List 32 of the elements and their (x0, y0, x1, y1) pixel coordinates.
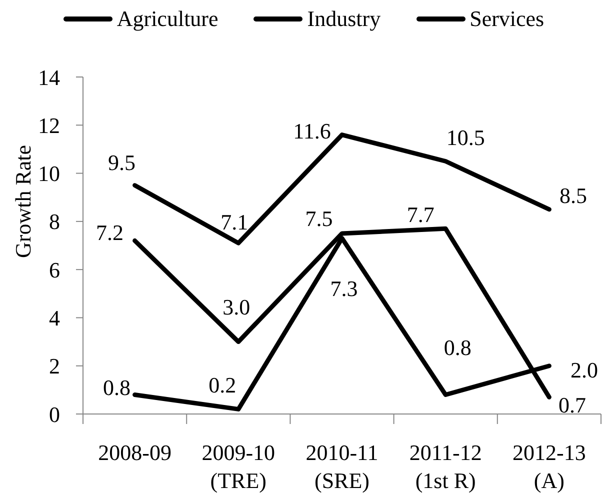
x-tick-label: 2011-12 (1st R) (409, 440, 482, 493)
data-label: 0.8 (103, 375, 131, 400)
data-label: 11.6 (293, 118, 331, 144)
data-label: 7.5 (305, 206, 333, 231)
data-label: 7.1 (220, 210, 248, 235)
data-label: 10.5 (446, 124, 485, 150)
y-tick-label: 10 (38, 161, 60, 186)
x-tick-label: 2009-10 (TRE) (202, 440, 276, 493)
data-label: 7.2 (96, 220, 124, 246)
y-axis-title: Growth Rate (10, 144, 36, 258)
y-tick-label: 4 (49, 306, 60, 331)
data-label: 8.5 (559, 182, 587, 208)
y-tick-label: 0 (49, 402, 60, 427)
y-tick-label: 8 (49, 209, 60, 234)
data-label: 0.2 (208, 372, 236, 398)
data-label: 2.0 (570, 357, 598, 382)
y-tick-label: 12 (38, 112, 60, 138)
y-tick-label: 14 (38, 64, 60, 90)
data-label: 9.5 (108, 150, 136, 175)
data-label: 0.7 (558, 392, 586, 418)
legend-label: Industry (307, 5, 381, 33)
y-tick-label: 2 (49, 354, 60, 379)
legend-label: Agriculture (116, 5, 218, 33)
y-tick-label: 6 (49, 257, 60, 282)
data-label: 7.7 (406, 202, 434, 228)
legend-label: Services (470, 5, 544, 33)
x-tick-label: 2010-11 (SRE) (306, 440, 378, 493)
data-label: 7.3 (330, 276, 358, 301)
x-tick-label: 2012-13 (A) (512, 440, 586, 493)
x-tick-label: 2008-09 (98, 440, 172, 465)
data-label: 0.8 (444, 335, 472, 360)
data-label: 3.0 (222, 294, 250, 320)
